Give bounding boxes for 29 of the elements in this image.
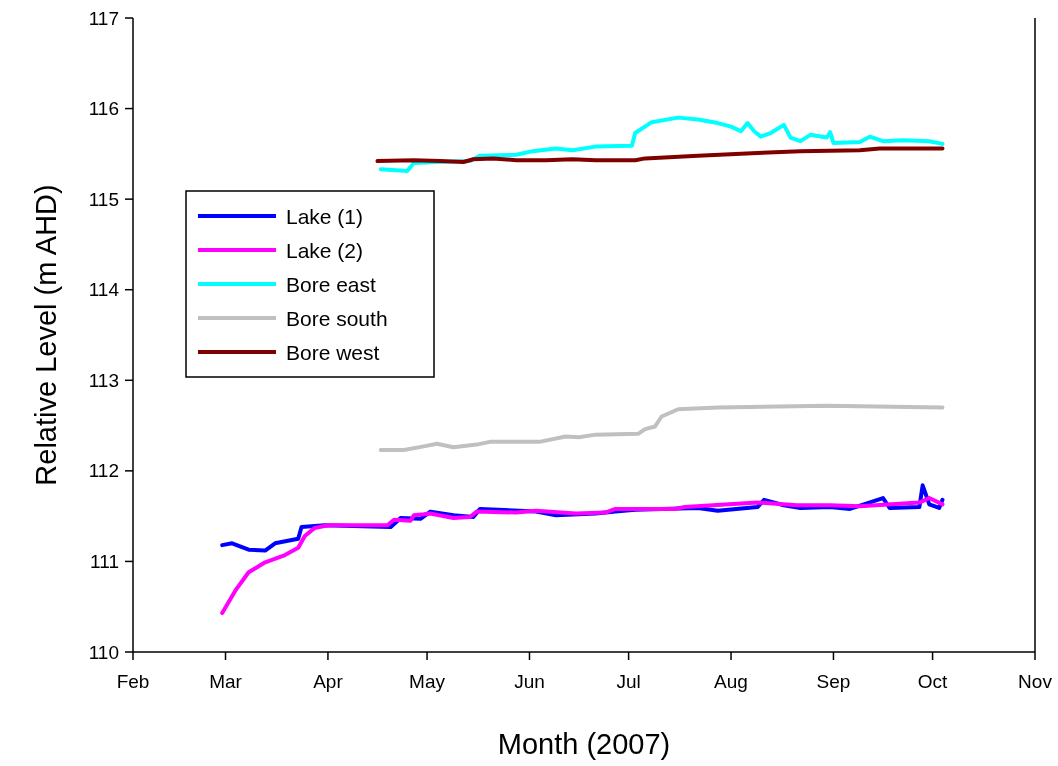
line-series: [378, 115, 945, 174]
y-tick-label: 111: [90, 550, 119, 572]
x-tick-label: Oct: [917, 671, 949, 692]
x-tick-label: Mar: [209, 671, 243, 692]
line-series: [375, 146, 945, 165]
y-tick-label: 113: [88, 369, 119, 391]
y-tick-label: 115: [88, 188, 119, 210]
y-tick-label: 114: [88, 279, 120, 301]
legend-label: Bore east: [286, 272, 377, 296]
y-tick-label: 116: [88, 98, 119, 120]
x-tick-label: Jun: [514, 671, 545, 692]
x-tick-label: Jul: [616, 671, 641, 692]
x-tick-label: May: [409, 671, 446, 692]
x-axis-title: Month (2007): [497, 728, 671, 760]
x-tick-label: Feb: [116, 671, 150, 692]
x-tick-label: Aug: [714, 671, 748, 692]
legend-label: Lake (2): [286, 238, 364, 262]
y-tick-label: 110: [88, 641, 119, 663]
line-series: [378, 403, 945, 453]
y-tick-label: 112: [88, 460, 119, 482]
legend-label: Bore south: [286, 306, 388, 330]
line-series: [220, 496, 945, 616]
x-tick-label: Nov: [1018, 671, 1053, 692]
y-tick-label: 117: [88, 7, 119, 29]
x-tick-label: Sep: [816, 671, 851, 692]
legend-label: Bore west: [286, 340, 380, 364]
y-axis-title: Relative Level (m AHD): [29, 184, 62, 486]
legend-label: Lake (1): [286, 204, 364, 228]
x-tick-label: Apr: [313, 671, 344, 692]
